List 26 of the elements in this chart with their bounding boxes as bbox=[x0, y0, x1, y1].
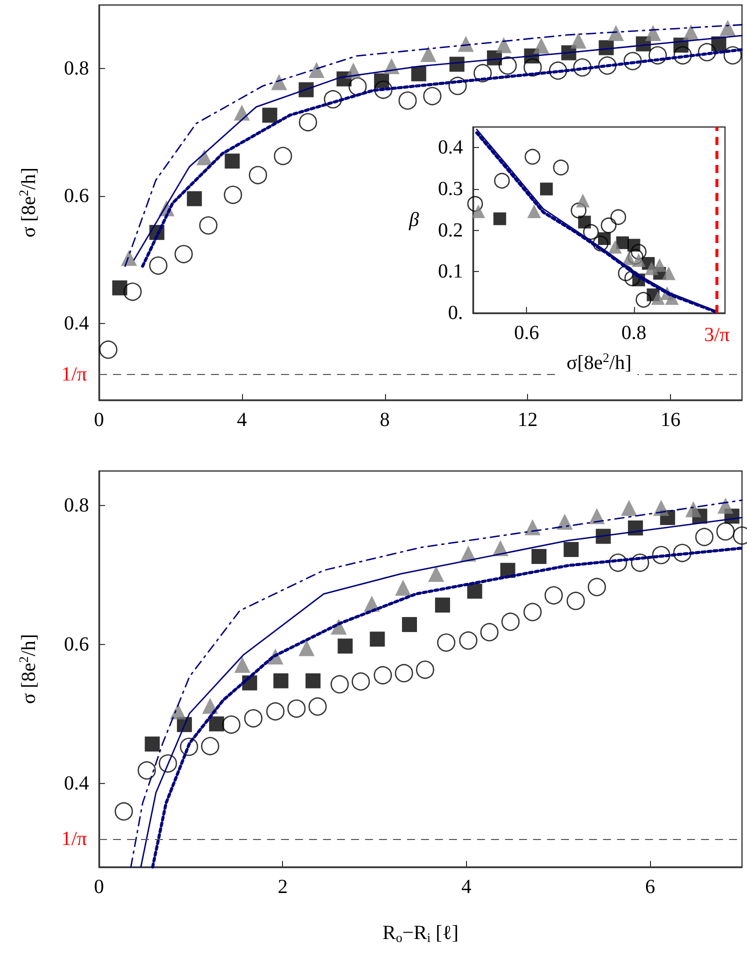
y-axis-title: β bbox=[408, 209, 419, 231]
y-tick-label: 0.6 bbox=[64, 634, 89, 656]
y-tick-label: 0.2 bbox=[438, 219, 463, 242]
y-tick-label: 0. bbox=[448, 302, 463, 324]
x-tick-label: 2 bbox=[278, 876, 288, 898]
y-tick-label: 0.1 bbox=[438, 260, 463, 283]
ref-line-label: 1/π bbox=[61, 828, 87, 850]
y-tick-label: 0.8 bbox=[64, 58, 89, 80]
x-tick-label: 8 bbox=[380, 409, 390, 431]
y-tick-label: 0.3 bbox=[438, 178, 463, 200]
y-tick-label: 0.6 bbox=[64, 185, 89, 208]
x-tick-label: 4 bbox=[236, 409, 247, 431]
ref-line-label: 3/π bbox=[704, 324, 730, 346]
y-tick-label: 0.4 bbox=[438, 136, 463, 159]
ref-line-label: 1/π bbox=[61, 364, 87, 386]
x-tick-label: 16 bbox=[660, 409, 681, 431]
y-tick-label: 0.8 bbox=[64, 494, 89, 517]
y-tick-label: 0.4 bbox=[64, 772, 89, 795]
x-tick-label: 4 bbox=[461, 876, 472, 898]
x-tick-label: 0 bbox=[94, 876, 104, 898]
y-axis-title: σ [8e2/h] bbox=[16, 634, 40, 704]
y-axis-title: σ [8e2/h] bbox=[16, 167, 40, 238]
x-tick-label: 0 bbox=[94, 409, 104, 431]
x-tick-label: 12 bbox=[518, 409, 538, 431]
x-tick-label: 6 bbox=[645, 876, 656, 898]
y-tick-label: 0.4 bbox=[64, 312, 89, 335]
